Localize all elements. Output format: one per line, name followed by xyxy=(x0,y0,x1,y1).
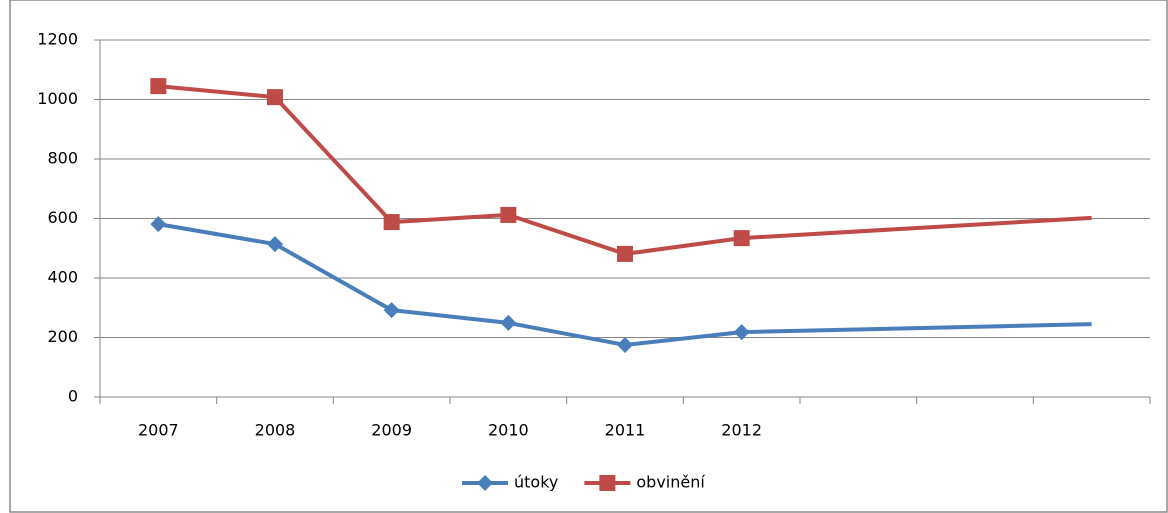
x-tick-label: 2008 xyxy=(255,421,296,440)
legend-label: obvinění xyxy=(636,473,705,492)
data-point xyxy=(617,336,633,353)
legend-marker xyxy=(599,475,616,491)
data-point xyxy=(500,206,517,223)
data-point xyxy=(733,324,750,341)
data-point xyxy=(267,89,283,106)
y-tick-label: 800 xyxy=(47,149,78,168)
legend-marker xyxy=(477,475,493,491)
data-point xyxy=(383,214,400,231)
y-tick-label: 1200 xyxy=(37,30,78,49)
data-point xyxy=(733,230,750,247)
data-point xyxy=(500,314,517,331)
data-point xyxy=(383,302,400,319)
x-tick-label: 2007 xyxy=(138,421,179,440)
y-tick-label: 1000 xyxy=(37,89,78,108)
data-point xyxy=(267,236,283,253)
x-tick-label: 2011 xyxy=(605,421,646,440)
data-point xyxy=(617,245,633,262)
legend-label: útoky xyxy=(514,473,558,492)
x-tick-label: 2010 xyxy=(488,421,529,440)
y-tick-label: 200 xyxy=(47,327,78,346)
data-point xyxy=(150,216,167,233)
chart-frame xyxy=(9,0,1168,513)
y-tick-label: 400 xyxy=(47,268,78,287)
x-tick-label: 2012 xyxy=(721,421,762,440)
x-tick-label: 2009 xyxy=(371,421,412,440)
y-tick-label: 600 xyxy=(47,208,78,227)
y-tick-label: 0 xyxy=(68,387,78,406)
data-point xyxy=(150,78,167,95)
